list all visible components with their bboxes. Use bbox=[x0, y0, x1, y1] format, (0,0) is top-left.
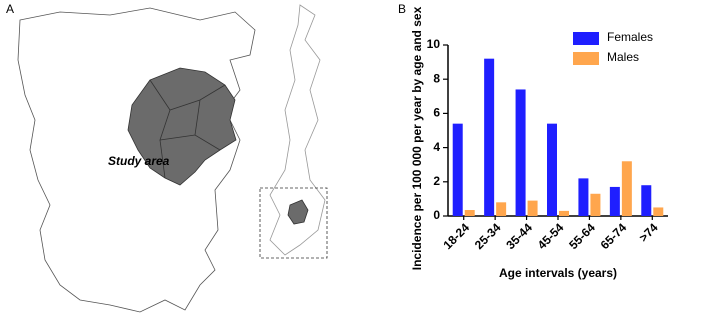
y-tick-label: 8 bbox=[433, 71, 440, 85]
bar bbox=[578, 178, 589, 216]
x-tick-label: 25-34 bbox=[472, 220, 504, 252]
bar bbox=[452, 123, 463, 216]
y-tick-label: 0 bbox=[433, 208, 440, 222]
bar bbox=[609, 186, 620, 216]
bar bbox=[464, 210, 475, 216]
bar bbox=[590, 193, 601, 216]
study-area-borders bbox=[149, 79, 226, 179]
inset-study-area bbox=[287, 199, 309, 225]
bar-chart: 0 2 4 6 8 10 18-24 25-34 35-44 45-54 55-64 65-74 >74… bbox=[410, 6, 668, 280]
y-tick-label: 4 bbox=[433, 140, 440, 154]
y-tick-label: 6 bbox=[433, 106, 440, 120]
bar bbox=[527, 200, 538, 216]
legend-label: Males bbox=[607, 50, 639, 64]
panel-label: B bbox=[398, 2, 406, 16]
legend-swatch bbox=[573, 52, 599, 65]
x-axis-title: Age intervals (years) bbox=[499, 266, 617, 280]
legend-swatch bbox=[573, 32, 599, 45]
y-tick-label: 2 bbox=[433, 174, 440, 188]
x-tick-label: 65-74 bbox=[598, 220, 630, 252]
y-axis-title: Incidence per 100 000 per year by age an… bbox=[410, 6, 424, 270]
bar bbox=[547, 123, 557, 216]
bar bbox=[559, 210, 569, 216]
bar bbox=[621, 161, 632, 216]
bar bbox=[484, 58, 495, 217]
bar bbox=[496, 202, 507, 216]
bar bbox=[653, 207, 664, 216]
inset-box bbox=[259, 187, 328, 259]
x-tick-label: >74 bbox=[636, 220, 661, 245]
map bbox=[17, 4, 328, 313]
bar bbox=[641, 185, 652, 216]
x-tick-label: 35-44 bbox=[503, 220, 535, 252]
region-outline bbox=[17, 7, 256, 313]
map-annotation: Study area bbox=[108, 154, 170, 168]
x-tick-label: 45-54 bbox=[535, 220, 567, 252]
inset-outline bbox=[269, 4, 326, 256]
x-tick-label: 55-64 bbox=[566, 220, 598, 252]
legend-label: Females bbox=[607, 30, 653, 44]
y-tick-label: 10 bbox=[427, 37, 441, 51]
x-tick-label: 18-24 bbox=[440, 220, 472, 252]
panel-label: A bbox=[6, 2, 14, 16]
study-area bbox=[127, 67, 237, 186]
bar bbox=[515, 89, 526, 216]
